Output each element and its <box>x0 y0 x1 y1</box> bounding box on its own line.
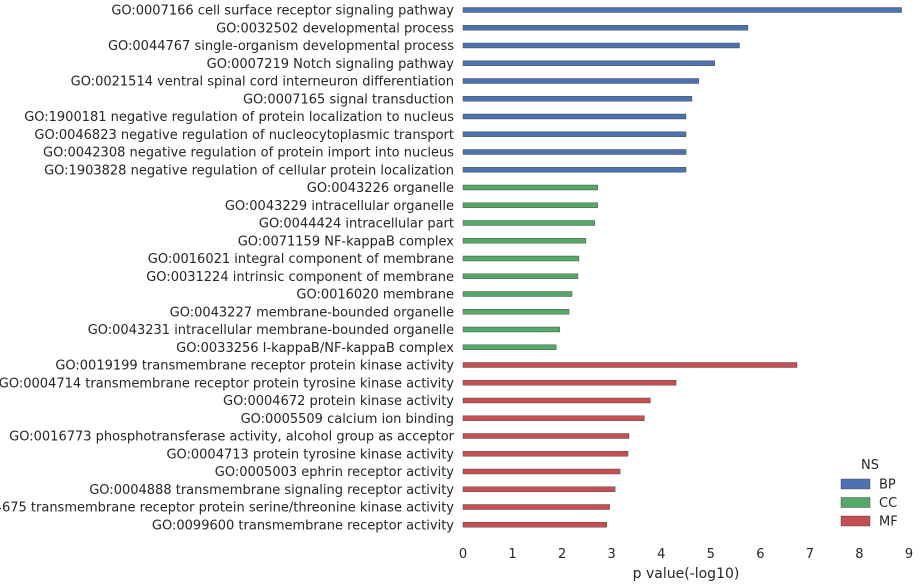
category-label: GO:0032502 developmental process <box>216 21 454 36</box>
bar-go-0044424 <box>462 220 596 226</box>
category-label: GO:0043231 intracellular membrane-bounde… <box>88 323 454 338</box>
category-label: GO:1903828 negative regulation of cellul… <box>44 163 454 178</box>
bar-go-0099600 <box>462 522 607 528</box>
bar-go-0004713 <box>462 451 629 457</box>
legend-swatch-cc <box>840 497 871 508</box>
category-label: GO:0016773 phosphotransferase activity, … <box>9 430 454 445</box>
category-label: GO:0043226 organelle <box>307 181 454 196</box>
bar-go-0043226 <box>462 184 598 191</box>
bar-go-0032502 <box>462 25 749 31</box>
legend-entries: BP CC MF <box>840 478 898 530</box>
bar-go-0016020 <box>462 291 573 297</box>
x-tick-label: 1 <box>508 547 516 562</box>
category-label: GO:0007165 signal transduction <box>243 92 454 107</box>
category-label: GO:0044767 single-organism developmental… <box>108 39 454 54</box>
bar-go-0007166 <box>462 7 902 13</box>
x-tick-label: 0 <box>459 547 467 562</box>
category-label: GO:0004675 transmembrane receptor protei… <box>0 501 454 516</box>
x-tick-label: 9 <box>905 547 913 562</box>
bars-layer <box>462 7 902 528</box>
bar-go-0042308 <box>462 149 687 155</box>
x-tick-label: 2 <box>558 547 566 562</box>
bar-go-0005003 <box>462 468 621 475</box>
bar-go-0007219 <box>462 60 715 66</box>
bar-go-0004714 <box>462 380 677 386</box>
category-label: GO:0005003 ephrin receptor activity <box>215 465 455 480</box>
bar-go-0004888 <box>462 486 616 492</box>
category-label: GO:0004672 protein kinase activity <box>223 394 454 409</box>
bar-go-0043231 <box>462 326 560 333</box>
x-tick-label: 4 <box>657 547 665 562</box>
legend-title: NS <box>861 458 879 473</box>
category-label: GO:0031224 intrinsic component of membra… <box>146 270 454 285</box>
category-label: GO:0004714 transmembrane receptor protei… <box>0 376 454 391</box>
bar-go-0016021 <box>462 255 580 262</box>
bar-go-0004672 <box>462 397 651 404</box>
category-label: GO:0019199 transmembrane receptor protei… <box>55 359 454 374</box>
legend: NS BP CC MF <box>840 458 898 530</box>
category-labels: GO:0007166 cell surface receptor signali… <box>0 4 455 534</box>
x-axis-title: p value(-log10) <box>633 566 740 582</box>
x-tick-label: 6 <box>756 547 764 562</box>
legend-swatch-bp <box>840 478 871 490</box>
x-tick-label: 3 <box>608 547 616 562</box>
bar-go-0021514 <box>462 78 700 84</box>
category-label: GO:0042308 negative regulation of protei… <box>43 146 454 161</box>
category-label: GO:0016020 membrane <box>296 288 454 303</box>
category-label: GO:0044424 intracellular part <box>259 217 454 232</box>
legend-label-bp: BP <box>879 478 896 493</box>
bar-go-0046823 <box>462 131 687 137</box>
x-tick-label: 8 <box>855 547 863 562</box>
category-label: GO:0043227 membrane-bounded organelle <box>170 305 454 320</box>
category-label: GO:0007219 Notch signaling pathway <box>207 57 455 72</box>
category-label: GO:0005509 calcium ion binding <box>241 412 454 427</box>
bar-go-0004675 <box>462 504 610 510</box>
category-label: GO:0033256 I-kappaB/NF-kappaB complex <box>176 341 454 356</box>
category-label: GO:0007166 cell surface receptor signali… <box>111 4 454 19</box>
category-label: GO:0004713 protein tyrosine kinase activ… <box>166 447 454 462</box>
legend-label-cc: CC <box>879 496 897 511</box>
x-tick-label: 5 <box>707 547 715 562</box>
bar-go-1903828 <box>462 167 687 173</box>
bar-go-0043229 <box>462 202 598 208</box>
x-axis-ticks: 0 1 2 3 4 5 6 7 8 9 <box>459 547 913 562</box>
bar-go-0005509 <box>462 415 645 421</box>
legend-swatch-mf <box>840 515 871 527</box>
bar-go-0044767 <box>462 42 740 49</box>
category-label: GO:0016021 integral component of membran… <box>148 252 454 267</box>
category-label: GO:1900181 negative regulation of protei… <box>24 110 454 125</box>
bar-go-0043227 <box>462 309 570 315</box>
bar-go-0071159 <box>462 238 587 244</box>
category-label: GO:0004888 transmembrane signaling recep… <box>89 483 454 498</box>
x-tick-label: 7 <box>806 547 814 562</box>
category-label: GO:0021514 ventral spinal cord interneur… <box>71 75 454 90</box>
category-label: GO:0071159 NF-kappaB complex <box>238 234 455 249</box>
category-label: GO:0043229 intracellular organelle <box>225 199 454 214</box>
category-label: GO:0099600 transmembrane receptor activi… <box>152 518 454 533</box>
bar-go-0031224 <box>462 273 579 279</box>
category-label: GO:0046823 negative regulation of nucleo… <box>34 128 454 143</box>
bar-go-1900181 <box>462 113 687 120</box>
bar-go-0007165 <box>462 96 693 102</box>
legend-label-mf: MF <box>879 515 898 530</box>
bar-go-0033256 <box>462 344 557 350</box>
bar-go-0016773 <box>462 433 630 439</box>
bar-go-0019199 <box>462 362 798 368</box>
